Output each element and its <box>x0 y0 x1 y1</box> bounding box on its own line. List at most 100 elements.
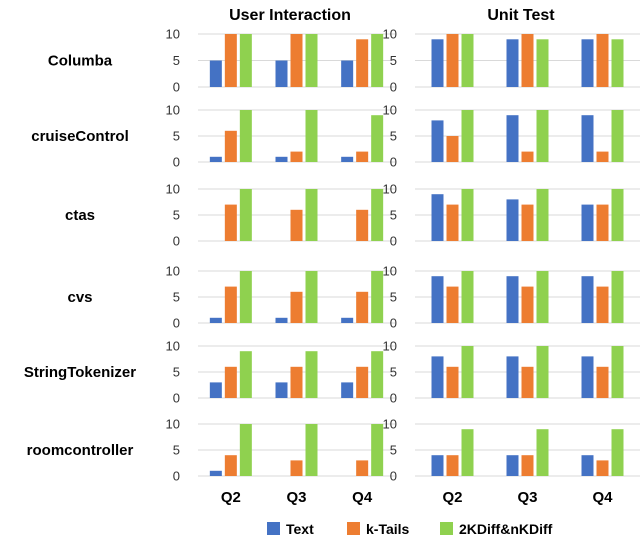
bar-r1-c1-q2-s2 <box>461 110 474 162</box>
bar-r2-c1-q4-s2 <box>611 189 624 241</box>
y-tick-label-r5-c1-2: 10 <box>383 417 397 432</box>
bar-r4-c1-q2-s1 <box>446 366 459 398</box>
y-tick-label-r1-c0-2: 10 <box>166 103 180 118</box>
bar-r3-c1-q2-s1 <box>446 286 459 323</box>
bar-r4-c1-q3-s0 <box>506 356 519 398</box>
bar-r5-c1-q2-s1 <box>446 455 459 476</box>
bar-r4-c0-q3-s1 <box>290 366 303 398</box>
y-tick-label-r5-c0-1: 5 <box>173 443 180 458</box>
bar-r4-c1-q2-s0 <box>431 356 444 398</box>
bar-r4-c0-q3-s0 <box>275 382 288 398</box>
bar-r1-c1-q4-s1 <box>596 151 609 162</box>
bar-r2-c1-q2-s0 <box>431 194 444 241</box>
y-tick-label-r4-c1-0: 0 <box>390 391 397 406</box>
bar-r3-c1-q4-s2 <box>611 271 624 323</box>
bar-r4-c0-q2-s1 <box>224 366 237 398</box>
bar-r0-c1-q4-s0 <box>581 39 594 87</box>
y-tick-label-r4-c0-2: 10 <box>166 339 180 354</box>
bar-r0-c1-q2-s1 <box>446 34 459 87</box>
y-tick-label-r1-c0-1: 5 <box>173 129 180 144</box>
bar-r0-c0-q2-s2 <box>239 34 252 87</box>
bar-r3-c0-q2-s2 <box>239 271 252 323</box>
bar-r1-c0-q2-s0 <box>209 156 222 162</box>
bar-r1-c0-q2-s2 <box>239 110 252 162</box>
row-label-5: roomcontroller <box>27 442 134 459</box>
bar-r4-c0-q3-s2 <box>305 351 318 398</box>
bar-r3-c1-q4-s0 <box>581 276 594 323</box>
y-tick-label-r2-c1-0: 0 <box>390 234 397 249</box>
y-tick-label-r0-c1-2: 10 <box>383 27 397 42</box>
bar-r2-c0-q4-s1 <box>356 209 369 241</box>
bar-r0-c1-q3-s0 <box>506 39 519 87</box>
bar-r1-c0-q4-s2 <box>371 115 384 162</box>
row-label-4: StringTokenizer <box>24 364 136 381</box>
row-label-2: ctas <box>65 207 95 224</box>
y-tick-label-r3-c1-0: 0 <box>390 316 397 331</box>
bar-r5-c0-q2-s2 <box>239 424 252 476</box>
bar-r0-c1-q4-s1 <box>596 34 609 87</box>
bar-r0-c0-q3-s1 <box>290 34 303 87</box>
bar-r1-c1-q4-s2 <box>611 110 624 162</box>
y-tick-label-r4-c0-0: 0 <box>173 391 180 406</box>
y-tick-label-r5-c0-2: 10 <box>166 417 180 432</box>
bar-r1-c1-q2-s1 <box>446 136 459 162</box>
bar-r3-c0-q2-s1 <box>224 286 237 323</box>
bar-r3-c0-q3-s2 <box>305 271 318 323</box>
bar-r2-c1-q3-s2 <box>536 189 549 241</box>
bar-r0-c0-q3-s0 <box>275 60 288 87</box>
bar-r5-c0-q3-s2 <box>305 424 318 476</box>
legend-swatch-0 <box>267 522 280 535</box>
y-tick-label-r1-c1-0: 0 <box>390 155 397 170</box>
bar-r3-c1-q3-s0 <box>506 276 519 323</box>
bar-r1-c0-q3-s1 <box>290 151 303 162</box>
y-tick-label-r4-c1-1: 5 <box>390 365 397 380</box>
bar-r1-c1-q4-s0 <box>581 115 594 162</box>
bar-r0-c0-q4-s0 <box>341 60 354 87</box>
bar-r5-c1-q4-s2 <box>611 429 624 476</box>
bar-r2-c1-q2-s1 <box>446 204 459 241</box>
bar-r5-c1-q2-s2 <box>461 429 474 476</box>
bar-r5-c1-q3-s1 <box>521 455 534 476</box>
bar-r3-c1-q2-s2 <box>461 271 474 323</box>
bar-r2-c0-q4-s2 <box>371 189 384 241</box>
y-tick-label-r3-c1-1: 5 <box>390 290 397 305</box>
y-tick-label-r2-c1-1: 5 <box>390 208 397 223</box>
y-tick-label-r4-c0-1: 5 <box>173 365 180 380</box>
legend-swatch-1 <box>347 522 360 535</box>
y-tick-label-r5-c0-0: 0 <box>173 469 180 484</box>
bar-r1-c1-q3-s2 <box>536 110 549 162</box>
row-label-3: cvs <box>67 289 92 306</box>
bar-r0-c1-q3-s1 <box>521 34 534 87</box>
bar-r3-c0-q4-s0 <box>341 317 354 323</box>
bar-r4-c1-q3-s1 <box>521 366 534 398</box>
bar-r0-c1-q3-s2 <box>536 39 549 87</box>
bar-r0-c0-q3-s2 <box>305 34 318 87</box>
row-label-1: cruiseControl <box>31 128 129 145</box>
bar-r5-c1-q3-s0 <box>506 455 519 476</box>
bar-r0-c0-q2-s1 <box>224 34 237 87</box>
x-category-label-c0-1: Q3 <box>286 489 306 506</box>
bar-r2-c0-q2-s2 <box>239 189 252 241</box>
bar-r5-c0-q2-s0 <box>209 470 222 476</box>
row-label-0: Columba <box>48 53 113 70</box>
y-tick-label-r5-c1-0: 0 <box>390 469 397 484</box>
bar-r2-c1-q3-s1 <box>521 204 534 241</box>
bar-r3-c1-q2-s0 <box>431 276 444 323</box>
bar-r5-c0-q4-s2 <box>371 424 384 476</box>
bar-r1-c0-q4-s0 <box>341 156 354 162</box>
bar-r1-c0-q3-s0 <box>275 156 288 162</box>
column-title-0: User Interaction <box>229 7 351 24</box>
bar-r5-c1-q4-s1 <box>596 460 609 476</box>
bar-r5-c1-q4-s0 <box>581 455 594 476</box>
y-tick-label-r0-c0-0: 0 <box>173 80 180 95</box>
y-tick-label-r2-c0-0: 0 <box>173 234 180 249</box>
bar-r5-c0-q4-s1 <box>356 460 369 476</box>
bar-r3-c0-q3-s1 <box>290 291 303 323</box>
bar-r2-c0-q3-s2 <box>305 189 318 241</box>
bar-r1-c1-q2-s0 <box>431 120 444 162</box>
y-tick-label-r3-c0-0: 0 <box>173 316 180 331</box>
bar-r5-c0-q3-s1 <box>290 460 303 476</box>
bar-r4-c0-q2-s2 <box>239 351 252 398</box>
bar-r0-c0-q4-s1 <box>356 39 369 87</box>
